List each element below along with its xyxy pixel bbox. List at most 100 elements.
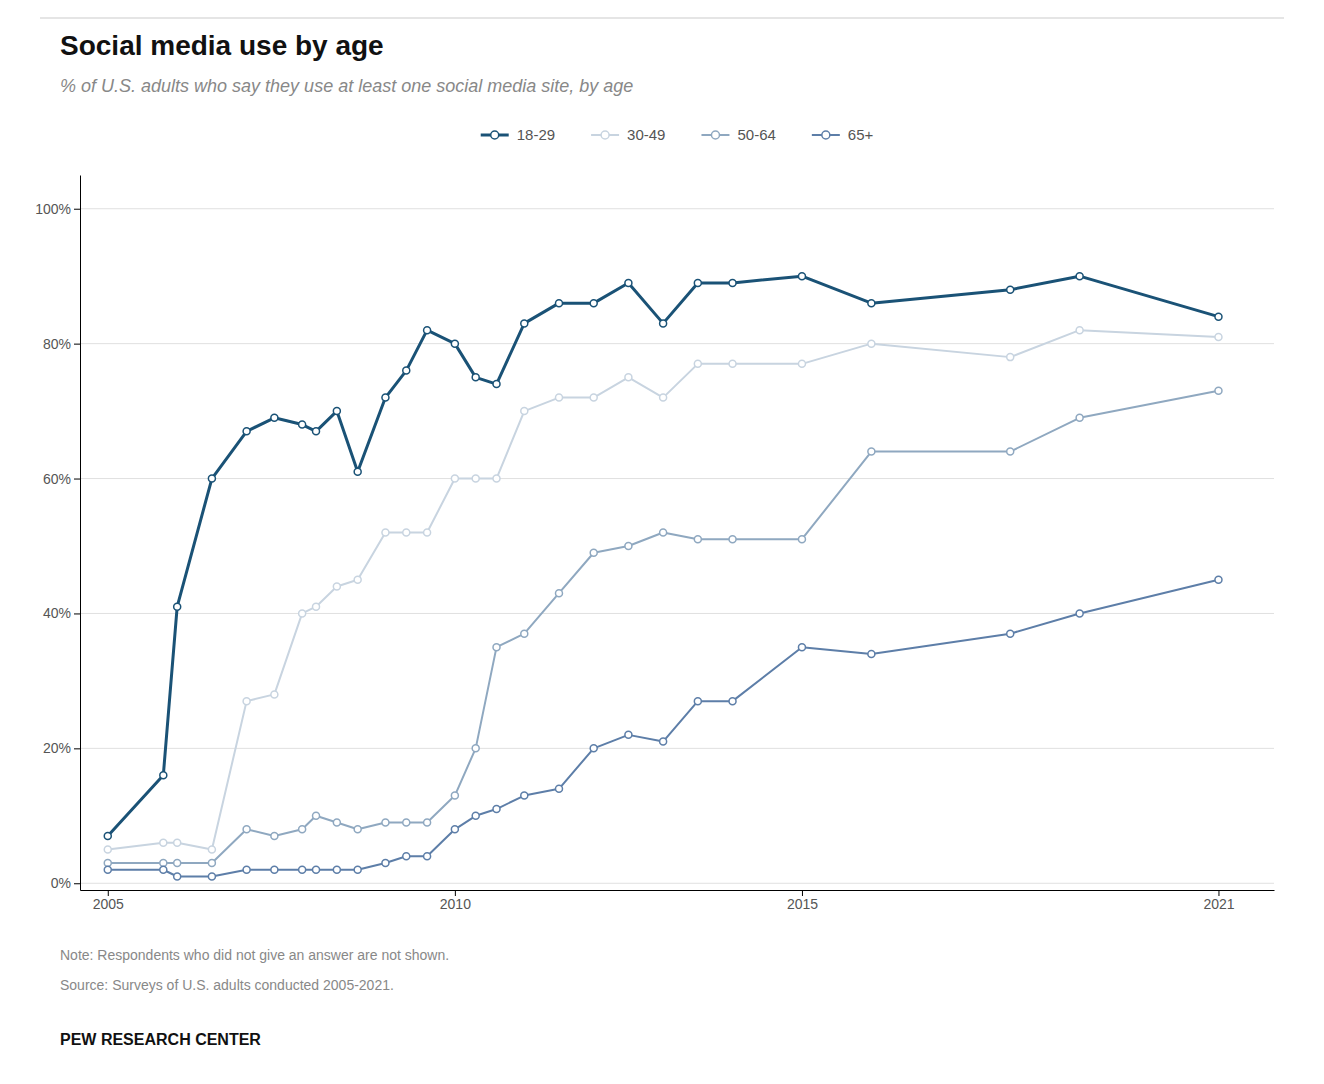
point: [271, 414, 278, 421]
point: [208, 846, 215, 853]
top-rule: [40, 17, 1284, 18]
point: [208, 475, 215, 482]
point: [590, 300, 597, 307]
point: [299, 866, 306, 873]
point: [160, 839, 167, 846]
point: [333, 819, 340, 826]
point: [729, 360, 736, 367]
point: [313, 428, 320, 435]
point: [354, 576, 361, 583]
legend-label: 30-49: [627, 126, 665, 143]
point: [1007, 630, 1014, 637]
legend-item: 50-64: [701, 126, 775, 143]
point: [521, 408, 528, 415]
tick: 100%: [35, 201, 80, 217]
tick: 60%: [43, 471, 80, 487]
legend-marker: [822, 131, 830, 139]
tick-label: 2021: [1203, 896, 1234, 912]
point: [1215, 333, 1222, 340]
series-line: [108, 330, 1219, 849]
tick-mark: [74, 883, 80, 884]
tick: 2010: [440, 890, 471, 912]
point: [174, 839, 181, 846]
point: [472, 745, 479, 752]
legend-marker: [711, 131, 719, 139]
title: Social media use by age: [60, 30, 384, 61]
point: [333, 583, 340, 590]
point: [472, 374, 479, 381]
legend-item: 65+: [812, 126, 874, 143]
point: [424, 327, 431, 334]
point: [208, 873, 215, 880]
point: [354, 826, 361, 833]
point: [472, 475, 479, 482]
tick-mark: [74, 613, 80, 614]
point: [694, 279, 701, 286]
point: [243, 428, 250, 435]
point: [868, 650, 875, 657]
legend-marker: [601, 131, 609, 139]
point: [160, 772, 167, 779]
point: [521, 320, 528, 327]
point: [1007, 286, 1014, 293]
point: [493, 475, 500, 482]
point: [424, 853, 431, 860]
series-line: [108, 276, 1219, 836]
legend-label: 65+: [848, 126, 874, 143]
legend-label: 50-64: [737, 126, 775, 143]
point: [729, 536, 736, 543]
tick: 80%: [43, 336, 80, 352]
series-line: [108, 391, 1219, 863]
point: [493, 644, 500, 651]
series-line: [108, 580, 1219, 877]
point: [660, 394, 667, 401]
point: [451, 826, 458, 833]
point: [104, 846, 111, 853]
grid-line: [80, 748, 1274, 749]
point: [555, 300, 562, 307]
tick: 2015: [787, 890, 818, 912]
grid-line: [80, 208, 1274, 209]
point: [555, 785, 562, 792]
chart: Social media use by age% of U.S. adults …: [0, 0, 1324, 1084]
point: [521, 792, 528, 799]
point: [798, 360, 805, 367]
tick-label: 60%: [43, 471, 71, 487]
point: [729, 279, 736, 286]
point: [521, 630, 528, 637]
point: [660, 529, 667, 536]
tick-label: 0%: [51, 875, 71, 891]
point: [868, 300, 875, 307]
point: [174, 603, 181, 610]
point: [382, 819, 389, 826]
tick-mark: [74, 344, 80, 345]
point: [798, 644, 805, 651]
tick: 20%: [43, 740, 80, 756]
tick-mark: [74, 209, 80, 210]
point: [271, 691, 278, 698]
y-axis: 0% 20% 40% 60% 80% 100%: [35, 176, 80, 892]
point: [354, 866, 361, 873]
tick: 40%: [43, 605, 80, 621]
grid: [80, 209, 1274, 884]
point: [313, 866, 320, 873]
point: [1076, 327, 1083, 334]
legend-label: 18-29: [517, 126, 555, 143]
axis-line: [80, 176, 81, 891]
point: [299, 826, 306, 833]
point: [555, 394, 562, 401]
point: [243, 866, 250, 873]
point: [1076, 414, 1083, 421]
tick: 2021: [1203, 890, 1234, 912]
point: [382, 394, 389, 401]
grid-line: [80, 613, 1274, 614]
point: [868, 448, 875, 455]
tick-mark: [74, 479, 80, 480]
point: [333, 408, 340, 415]
tick-mark: [74, 748, 80, 749]
tick-label: 2015: [787, 896, 818, 912]
plot-area: [104, 273, 1222, 880]
point: [868, 340, 875, 347]
point: [555, 590, 562, 597]
tick-label: 40%: [43, 605, 71, 621]
